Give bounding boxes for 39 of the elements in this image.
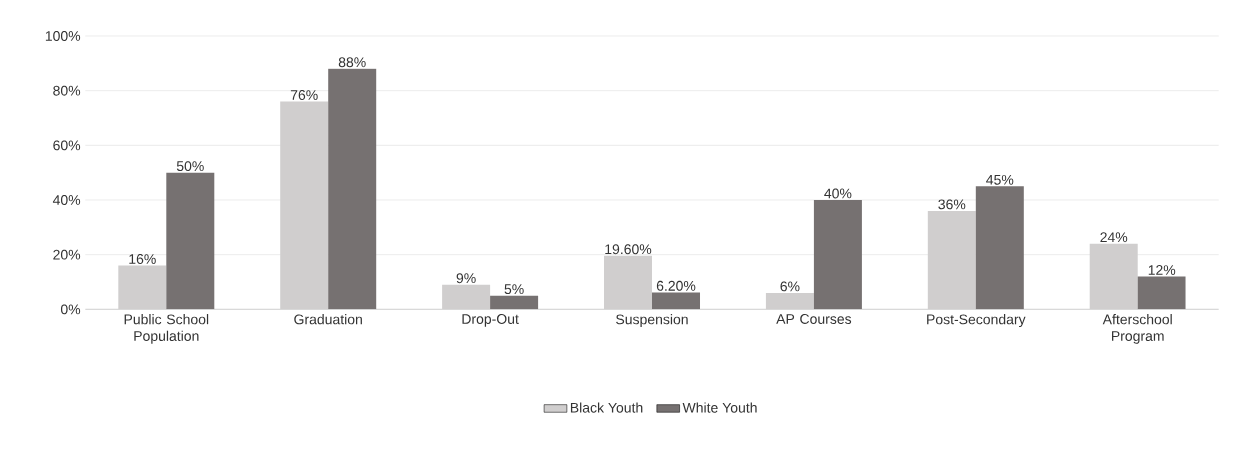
data-label: 88% <box>338 57 366 68</box>
bar <box>118 265 167 310</box>
bar <box>328 68 377 310</box>
data-label: 40% <box>824 188 852 199</box>
x-tick-label: AP Courses <box>776 314 852 324</box>
legend-label: Black Youth <box>570 402 643 413</box>
data-label: 24% <box>1100 232 1128 243</box>
legend-label: White Youth <box>682 402 757 413</box>
x-tick-label: Afterschool Program <box>1102 314 1172 344</box>
data-label: 50% <box>176 161 204 172</box>
bar <box>1137 276 1186 310</box>
data-label: 16% <box>129 254 156 264</box>
data-label: 5% <box>504 284 524 295</box>
bar <box>765 292 814 310</box>
bar <box>975 186 1024 310</box>
x-tick-label: Graduation <box>294 314 362 325</box>
y-tick-label: 100% <box>45 31 81 41</box>
x-tick-label: Public School Population <box>124 314 209 344</box>
y-tick-label: 20% <box>53 249 81 260</box>
data-label: 6% <box>780 281 800 292</box>
x-tick-label: Suspension <box>616 314 688 328</box>
data-label: 12% <box>1148 265 1176 275</box>
x-tick-label: Post-Secondary <box>927 314 1026 328</box>
data-label: 36% <box>938 199 966 210</box>
data-label: 45% <box>986 174 1014 185</box>
bar <box>652 292 701 310</box>
data-label: 19.60% <box>605 244 652 255</box>
data-label: 9% <box>456 273 476 284</box>
x-tick-label: Drop-Out <box>462 314 519 327</box>
y-tick-label: 40% <box>52 195 81 205</box>
bar <box>442 284 491 310</box>
bar <box>490 295 539 310</box>
bar <box>813 199 862 310</box>
data-label: 6.20% <box>656 280 696 291</box>
y-tick-label: 0% <box>60 304 81 315</box>
bar <box>166 172 215 310</box>
y-tick-label: 60% <box>53 140 81 151</box>
data-label: 76% <box>290 90 318 100</box>
y-tick-label: 80% <box>53 85 81 96</box>
